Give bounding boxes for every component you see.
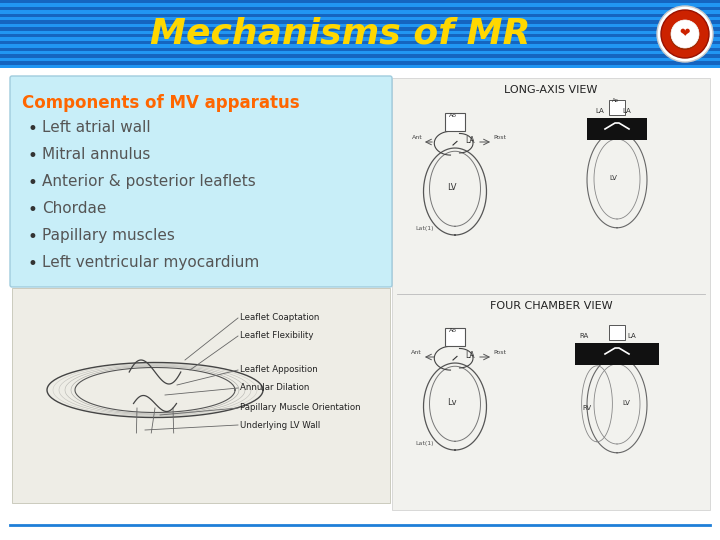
Text: LA: LA: [465, 351, 474, 360]
Bar: [0, 37, 720, 41]
Text: Ant: Ant: [412, 135, 423, 140]
Text: •: •: [28, 120, 38, 138]
Circle shape: [661, 10, 709, 58]
Bar: [0, 58, 720, 61]
Text: LA: LA: [622, 108, 631, 114]
Bar: [609, 100, 625, 115]
Text: ❤: ❤: [680, 28, 690, 40]
Text: Anterior & posterior leaflets: Anterior & posterior leaflets: [42, 174, 256, 189]
Text: Leaflet Coaptation: Leaflet Coaptation: [240, 314, 320, 322]
Text: Post: Post: [493, 135, 506, 140]
Text: RA: RA: [579, 333, 588, 339]
Text: FOUR CHAMBER VIEW: FOUR CHAMBER VIEW: [490, 301, 612, 311]
Text: RV: RV: [582, 405, 591, 411]
Bar: [0, 61, 720, 65]
Text: •: •: [28, 174, 38, 192]
Text: •: •: [28, 201, 38, 219]
Text: •: •: [28, 255, 38, 273]
Bar: [0, 24, 720, 27]
Bar: [0, 7, 720, 10]
Bar: [575, 343, 659, 365]
Text: Lv: Lv: [447, 398, 456, 407]
Bar: [0, 41, 720, 44]
Text: Lat(1): Lat(1): [415, 226, 433, 231]
Text: Annular Dilation: Annular Dilation: [240, 383, 310, 393]
Bar: [445, 328, 465, 346]
Bar: [0, 10, 720, 14]
Bar: [0, 3, 720, 7]
Text: Components of MV apparatus: Components of MV apparatus: [22, 94, 300, 112]
Circle shape: [671, 20, 699, 48]
Text: •: •: [28, 147, 38, 165]
Bar: [0, 68, 720, 540]
Bar: [0, 14, 720, 17]
Bar: [445, 113, 465, 131]
FancyBboxPatch shape: [10, 76, 392, 287]
Text: Ao: Ao: [612, 98, 619, 103]
Text: Post: Post: [493, 350, 506, 355]
Bar: [0, 44, 720, 48]
Circle shape: [657, 6, 713, 62]
Text: Underlying LV Wall: Underlying LV Wall: [240, 421, 320, 429]
Bar: [0, 31, 720, 34]
Text: Leaflet Apposition: Leaflet Apposition: [240, 366, 318, 375]
Text: LONG-AXIS VIEW: LONG-AXIS VIEW: [504, 85, 598, 95]
Text: ◎: ◎: [668, 15, 702, 53]
Text: Lat(1): Lat(1): [415, 441, 433, 446]
Text: Ant: Ant: [411, 350, 422, 355]
Text: LV: LV: [447, 183, 456, 192]
Text: Papillary muscles: Papillary muscles: [42, 228, 175, 243]
Bar: [587, 118, 647, 140]
Text: Leaflet Flexibility: Leaflet Flexibility: [240, 332, 313, 341]
Bar: [0, 17, 720, 21]
Text: LA: LA: [627, 333, 636, 339]
Text: Chordae: Chordae: [42, 201, 107, 216]
Text: LV: LV: [609, 175, 617, 181]
Text: Ao: Ao: [449, 328, 457, 333]
Bar: [0, 21, 720, 24]
Bar: [0, 34, 720, 37]
Bar: [0, 48, 720, 51]
Text: LA: LA: [465, 136, 474, 145]
Text: Papillary Muscle Orientation: Papillary Muscle Orientation: [240, 403, 361, 413]
Bar: [609, 325, 625, 340]
Text: Ao: Ao: [449, 113, 457, 118]
Bar: [12, 288, 390, 503]
Text: Mechanisms of MR: Mechanisms of MR: [150, 17, 530, 51]
Bar: [392, 78, 710, 510]
Text: Mitral annulus: Mitral annulus: [42, 147, 150, 162]
Bar: [0, 27, 720, 31]
Bar: [0, 0, 720, 3]
Text: LV: LV: [622, 400, 630, 406]
Text: LA: LA: [595, 108, 604, 114]
Text: •: •: [28, 228, 38, 246]
Bar: [0, 55, 720, 58]
Text: Left atrial wall: Left atrial wall: [42, 120, 150, 135]
Bar: [0, 65, 720, 68]
Text: Left ventricular myocardium: Left ventricular myocardium: [42, 255, 259, 270]
Bar: [0, 51, 720, 55]
